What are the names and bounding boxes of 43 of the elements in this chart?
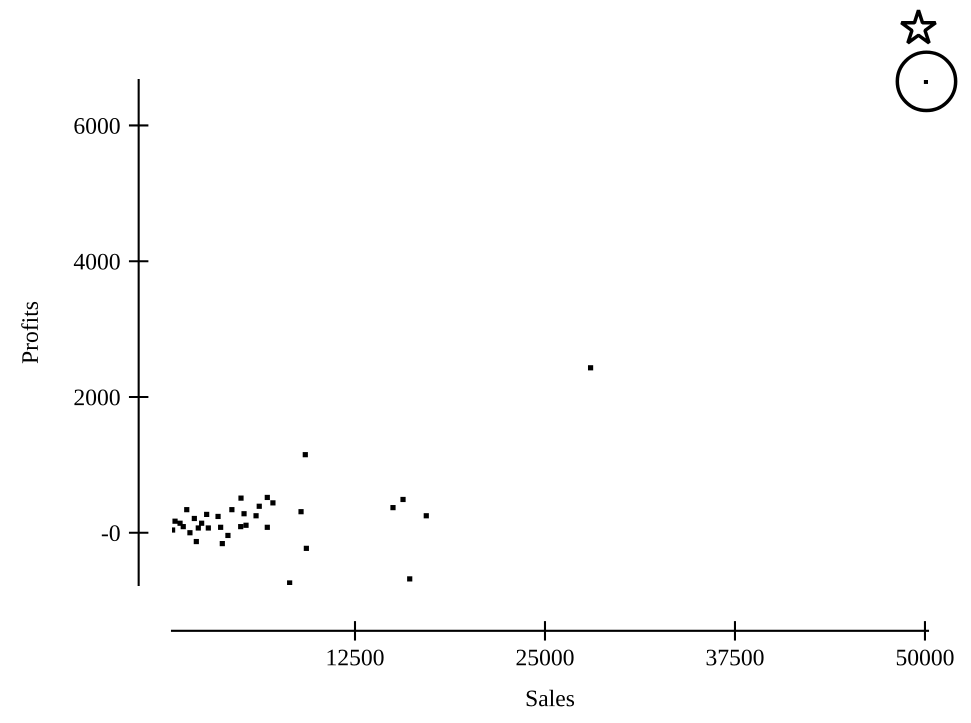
point (407, 576, 412, 582)
point (270, 500, 276, 506)
point (253, 513, 259, 518)
point (424, 513, 429, 518)
x-tick-label: 25000 (516, 650, 574, 666)
point (218, 524, 224, 530)
y-tick-label: 6000 (74, 118, 120, 134)
point (199, 520, 204, 526)
x-tick-label: 12500 (328, 650, 384, 666)
y-tick-label: 4000 (74, 254, 120, 270)
point (243, 522, 249, 528)
point (184, 507, 190, 512)
point (264, 524, 270, 530)
x-tick-label: 50000 (896, 650, 954, 666)
point (264, 494, 270, 500)
point (390, 505, 396, 510)
point (215, 514, 221, 520)
point (298, 509, 304, 514)
point (256, 504, 262, 509)
y-tick-label: -0 (102, 525, 120, 542)
point (206, 525, 211, 531)
point (238, 496, 244, 501)
point (194, 538, 199, 544)
point (192, 516, 197, 522)
point (172, 518, 178, 524)
point (229, 507, 234, 512)
point (225, 532, 231, 538)
y-tick-label: 2000 (74, 389, 120, 406)
point (241, 511, 247, 516)
x-axis-title: Sales (526, 690, 574, 706)
x-tick-label: 37500 (706, 650, 764, 666)
point (400, 496, 406, 502)
point (304, 546, 309, 551)
point (177, 520, 183, 526)
point (204, 512, 210, 518)
point (287, 580, 292, 585)
point (238, 524, 244, 530)
point (187, 530, 193, 536)
point (302, 452, 308, 458)
y-axis-title: Profits (21, 302, 38, 364)
point (588, 365, 594, 370)
point (196, 525, 201, 531)
point (220, 540, 225, 546)
